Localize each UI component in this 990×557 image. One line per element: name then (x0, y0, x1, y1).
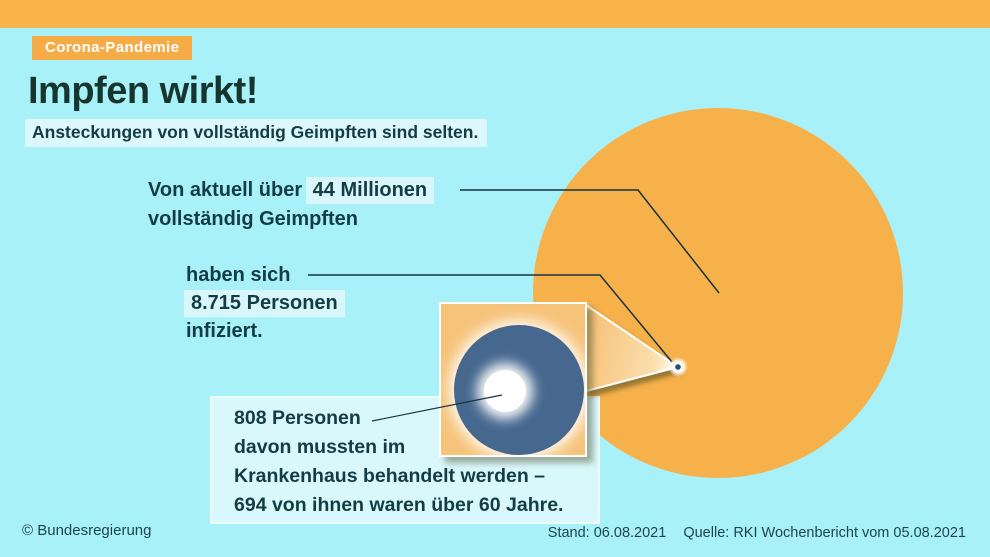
annotation-infected-line2: 8.715 Personen (184, 289, 345, 317)
source-reference: Quelle: RKI Wochenbericht vom 05.08.2021 (683, 525, 966, 541)
page-subtitle: Ansteckungen von vollständig Geimpften s… (25, 119, 488, 147)
annotation-vaccinated-line1: Von aktuell über 44 Millionen (148, 176, 435, 205)
annotation-infected-line1: haben sich (186, 264, 291, 286)
stand-date: Stand: 06.08.2021 (547, 525, 667, 541)
annotation-infected-line3: infiziert. (186, 320, 263, 342)
source-text: Stand: 06.08.2021 Quelle: RKI Wochenberi… (548, 525, 966, 541)
hospital-line: 808 Personen (234, 407, 361, 429)
top-accent-bar (0, 0, 990, 28)
hospital-line: 694 von ihnen waren über 60 Jahre. (234, 494, 564, 516)
annotation-infected: haben sich 8.715 Personen infiziert. (184, 261, 345, 345)
hospital-line: Krankenhaus behandelt werden – (234, 465, 546, 487)
hospital-panel-text: 808 Personen davon mussten im Krankenhau… (234, 404, 563, 520)
magnifier-inset (439, 302, 587, 457)
annotation-vaccinated-prefix: Von aktuell über (148, 179, 308, 201)
annotation-vaccinated-line2: vollständig Geimpften (148, 208, 359, 230)
hospital-line: davon mussten im (234, 436, 406, 458)
category-badge: Corona-Pandemie (32, 36, 193, 60)
annotation-vaccinated: Von aktuell über 44 Millionen vollständi… (148, 176, 435, 234)
hospitalised-circle (484, 370, 526, 412)
annotation-vaccinated-highlight: 44 Millionen (305, 177, 435, 204)
page-title: Impfen wirkt! (28, 70, 258, 112)
copyright-text: © Bundesregierung (22, 522, 152, 539)
annotation-infected-highlight: 8.715 Personen (184, 290, 345, 317)
